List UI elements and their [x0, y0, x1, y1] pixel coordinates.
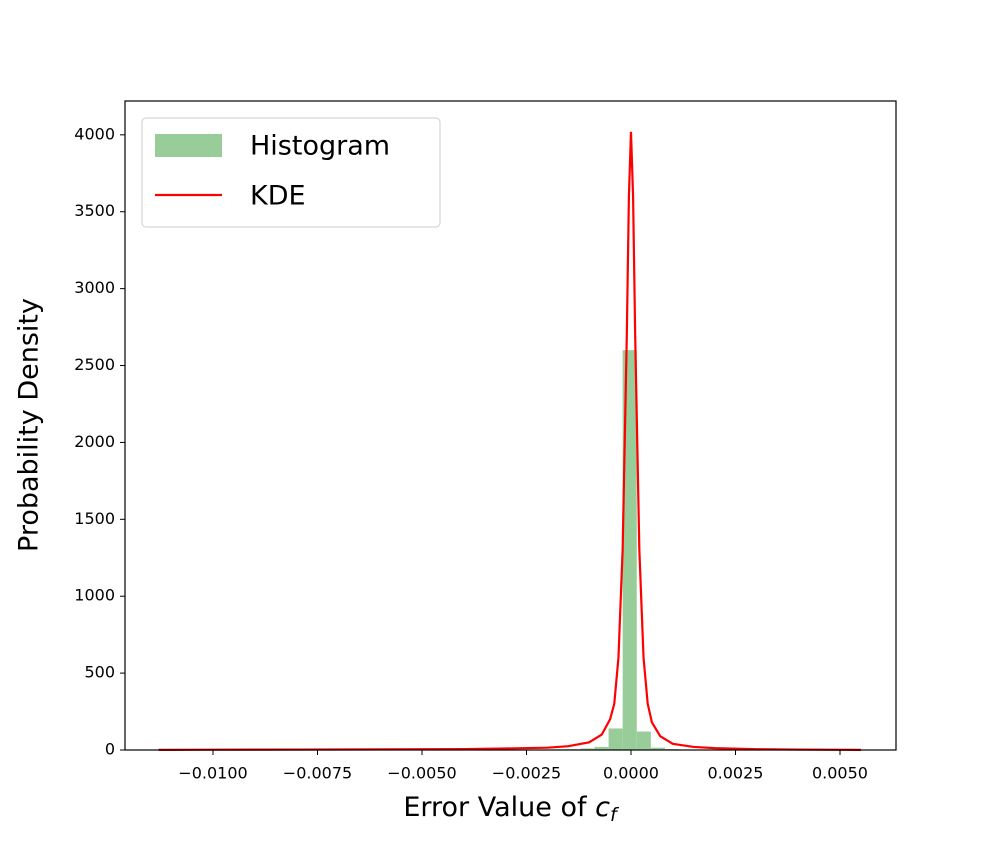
x-tick-label: 0.0000 — [603, 764, 659, 783]
x-tick-label: −0.0050 — [387, 764, 456, 783]
x-label-text: Error Value of — [403, 792, 588, 823]
plot-frame — [124, 100, 897, 751]
histogram-bar — [580, 748, 595, 750]
x-tick-label: 0.0050 — [812, 764, 868, 783]
y-tick-label: 2500 — [74, 355, 115, 374]
x-label-subscript: f — [610, 804, 620, 826]
histogram-bar — [594, 746, 609, 750]
y-tick-label: 2000 — [74, 432, 115, 451]
histogram-bar — [636, 731, 651, 750]
kde-line — [158, 131, 861, 751]
y-tick-label: 500 — [84, 663, 115, 682]
legend-label: Histogram — [250, 131, 390, 162]
histogram-bar — [622, 350, 637, 750]
histogram-bar — [608, 728, 623, 750]
y-tick-label: 0 — [105, 740, 115, 759]
y-tick-label: 1000 — [74, 586, 115, 605]
y-tick-label: 4000 — [74, 124, 115, 143]
x-label-symbol: c — [595, 792, 610, 823]
legend-label: KDE — [250, 181, 306, 212]
x-tick-label: −0.0100 — [178, 764, 247, 783]
y-axis-label: Probability Density — [14, 298, 45, 552]
y-tick-label: 3000 — [74, 278, 115, 297]
y-tick-label: 3500 — [74, 201, 115, 220]
x-axis-label: Error Value of cf — [403, 792, 620, 826]
x-tick-label: −0.0075 — [283, 764, 352, 783]
x-tick-label: −0.0025 — [492, 764, 561, 783]
y-tick-label: 1500 — [74, 509, 115, 528]
legend-swatch — [155, 134, 222, 157]
x-tick-label: 0.0025 — [707, 764, 763, 783]
histogram-bar — [650, 747, 665, 750]
